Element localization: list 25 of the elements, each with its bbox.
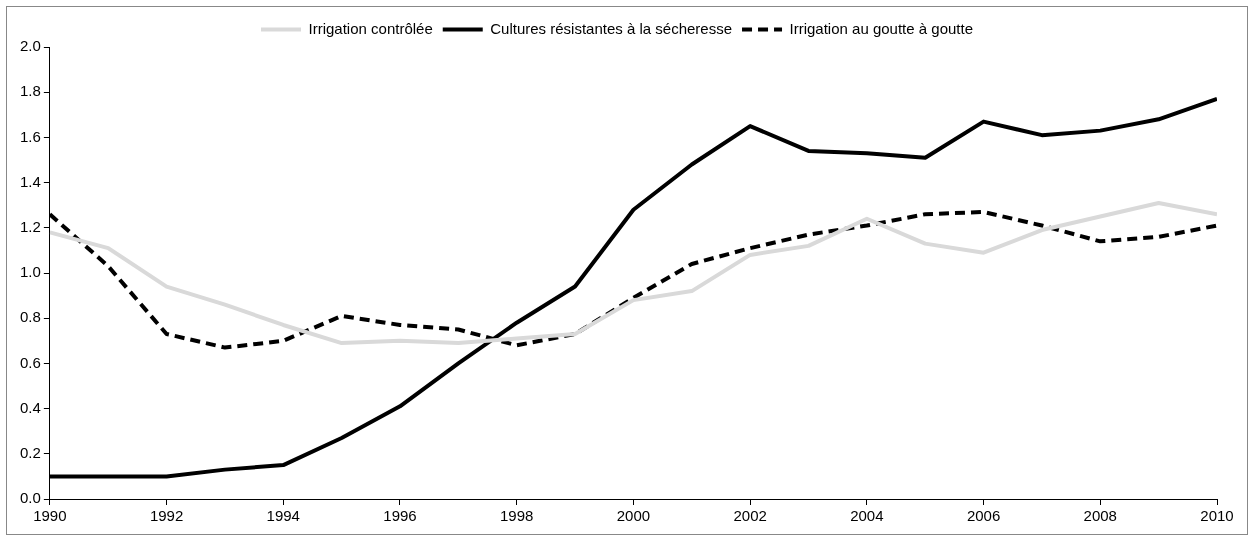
x-tick-label: 1996 [383, 507, 417, 525]
x-tick-label: 2006 [966, 507, 1001, 525]
y-tick-label: 1.6 [19, 127, 41, 145]
legend-label: Irrigation au goutte à goutte [789, 19, 973, 37]
x-tick-label: 2002 [733, 507, 767, 525]
x-tick-label: 1998 [500, 507, 534, 525]
legend-label: Irrigation contrôlée [308, 19, 433, 37]
y-tick-label: 0.8 [19, 308, 41, 326]
y-tick-label: 1.4 [19, 172, 41, 190]
x-tick-label: 1994 [266, 507, 300, 525]
y-tick-label: 1.8 [19, 82, 41, 100]
y-tick-label: 0.6 [19, 353, 41, 371]
y-tick-label: 1.0 [19, 263, 41, 281]
x-tick-label: 2008 [1083, 507, 1117, 525]
x-tick-label: 1990 [33, 507, 67, 525]
x-tick-label: 2010 [1200, 507, 1234, 525]
x-tick-label: 2000 [616, 507, 651, 525]
x-tick-label: 1992 [149, 507, 184, 525]
y-tick-label: 1.2 [19, 217, 41, 235]
y-tick-label: 0.4 [19, 398, 41, 416]
y-tick-label: 0.0 [19, 489, 41, 507]
x-tick-label: 2004 [850, 507, 884, 525]
y-tick-label: 2.0 [19, 37, 41, 55]
legend-label: Cultures résistantes à la sécheresse [490, 19, 733, 37]
y-tick-label: 0.2 [19, 443, 41, 461]
